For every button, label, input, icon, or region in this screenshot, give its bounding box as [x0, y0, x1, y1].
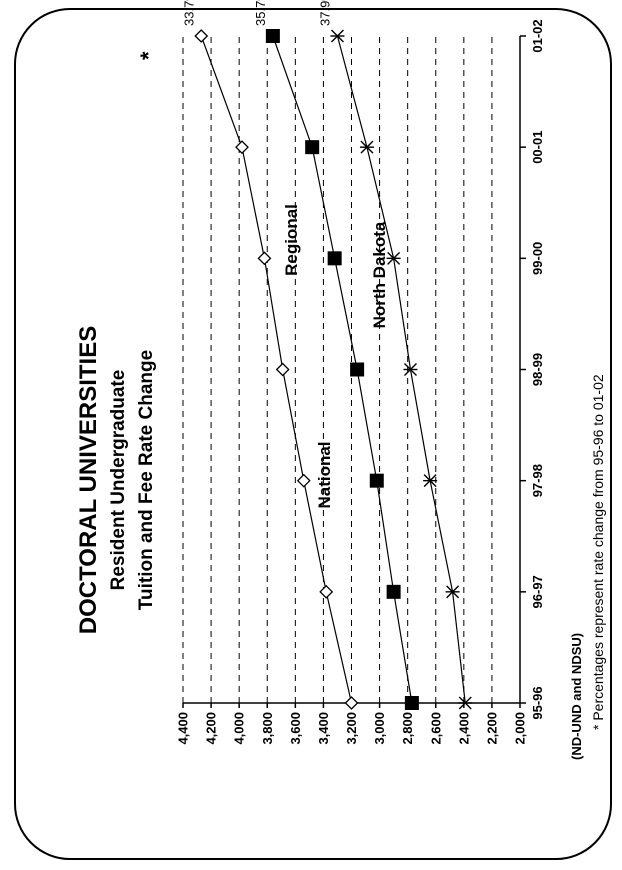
x-tick-label: 96-97 — [530, 575, 545, 608]
regional-point — [350, 362, 365, 377]
grid-lines — [182, 36, 493, 703]
north-dakota-pct-label: 37.9% — [317, 0, 332, 26]
y-tick-label: 3,400 — [316, 712, 331, 745]
national-label: National — [315, 441, 334, 508]
chart-footnote: * Percentages represent rate change from… — [590, 374, 606, 730]
national-point — [319, 584, 334, 599]
rotated-chart-group: 2,000 2,200 2,400 2,600 2,800 3,000 3,200 3,400… — [75, 0, 606, 760]
x-tick-label: 00-01 — [530, 131, 545, 164]
national-point — [194, 29, 209, 43]
national-point — [257, 251, 272, 266]
regional-line — [272, 35, 413, 704]
regional-pct-label: 35.7% — [253, 0, 268, 26]
y-tick-label: 2,000 — [513, 712, 528, 745]
series-layer — [194, 29, 473, 710]
regional-point — [305, 140, 320, 155]
north-dakota-point — [359, 140, 374, 154]
y-tick-label: 3,600 — [288, 712, 303, 745]
y-tick-label: 2,800 — [400, 712, 415, 745]
x-tick-label: 98-99 — [530, 353, 545, 386]
north-dakota-point — [403, 363, 418, 376]
y-tick-label: 2,200 — [484, 712, 499, 745]
north-dakota-point — [386, 251, 401, 265]
x-tick-label: 97-98 — [530, 464, 545, 497]
national-point — [235, 140, 249, 155]
regional-label: Regional — [282, 204, 301, 276]
y-tick-label: 2,400 — [456, 712, 471, 745]
north-dakota-point — [458, 696, 473, 710]
y-tick-label: 3,800 — [260, 712, 275, 745]
regional-point — [404, 696, 419, 710]
y-tick-label: 2,600 — [428, 712, 443, 745]
north-dakota-label: North Dakota — [370, 221, 389, 328]
text-layer: DOCTORAL UNIVERSITIES Resident Undergrad… — [75, 0, 606, 760]
chart-title: DOCTORAL UNIVERSITIES — [75, 326, 102, 634]
x-tick-label: 99-00 — [530, 242, 545, 275]
y-tick-label: 4,200 — [204, 712, 219, 745]
regional-point — [369, 473, 384, 488]
national-point — [296, 473, 311, 488]
regional-point — [265, 29, 280, 43]
north-dakota-point — [445, 585, 460, 599]
regional-point — [327, 251, 342, 266]
north-dakota-point — [330, 29, 345, 43]
y-tick-label: 4,000 — [232, 712, 247, 745]
national-pct-label: 33.7% — [181, 0, 196, 26]
chart-subtitle-line-2: Tuition and Fee Rate Change — [136, 350, 157, 610]
regional-point — [386, 584, 401, 599]
x-tick-label: 01-02 — [530, 19, 545, 52]
y-tick-label: 3,000 — [372, 712, 387, 745]
y-tick-label: 4,400 — [176, 712, 191, 745]
north-dakota-point — [423, 474, 438, 488]
x-tick-label: 95-96 — [530, 686, 545, 719]
national-point — [275, 362, 290, 377]
chart-frame — [14, 8, 612, 860]
chart-note: (ND-UND and NDSU) — [569, 633, 584, 760]
pct-asterisk: * — [136, 51, 161, 60]
chart-subtitle-line-1: Resident Undergraduate — [108, 370, 129, 591]
national-point — [344, 696, 359, 710]
axes: 2,000 2,200 2,400 2,600 2,800 3,000 3,200 3,400… — [176, 19, 546, 744]
y-tick-label: 3,200 — [344, 712, 359, 745]
